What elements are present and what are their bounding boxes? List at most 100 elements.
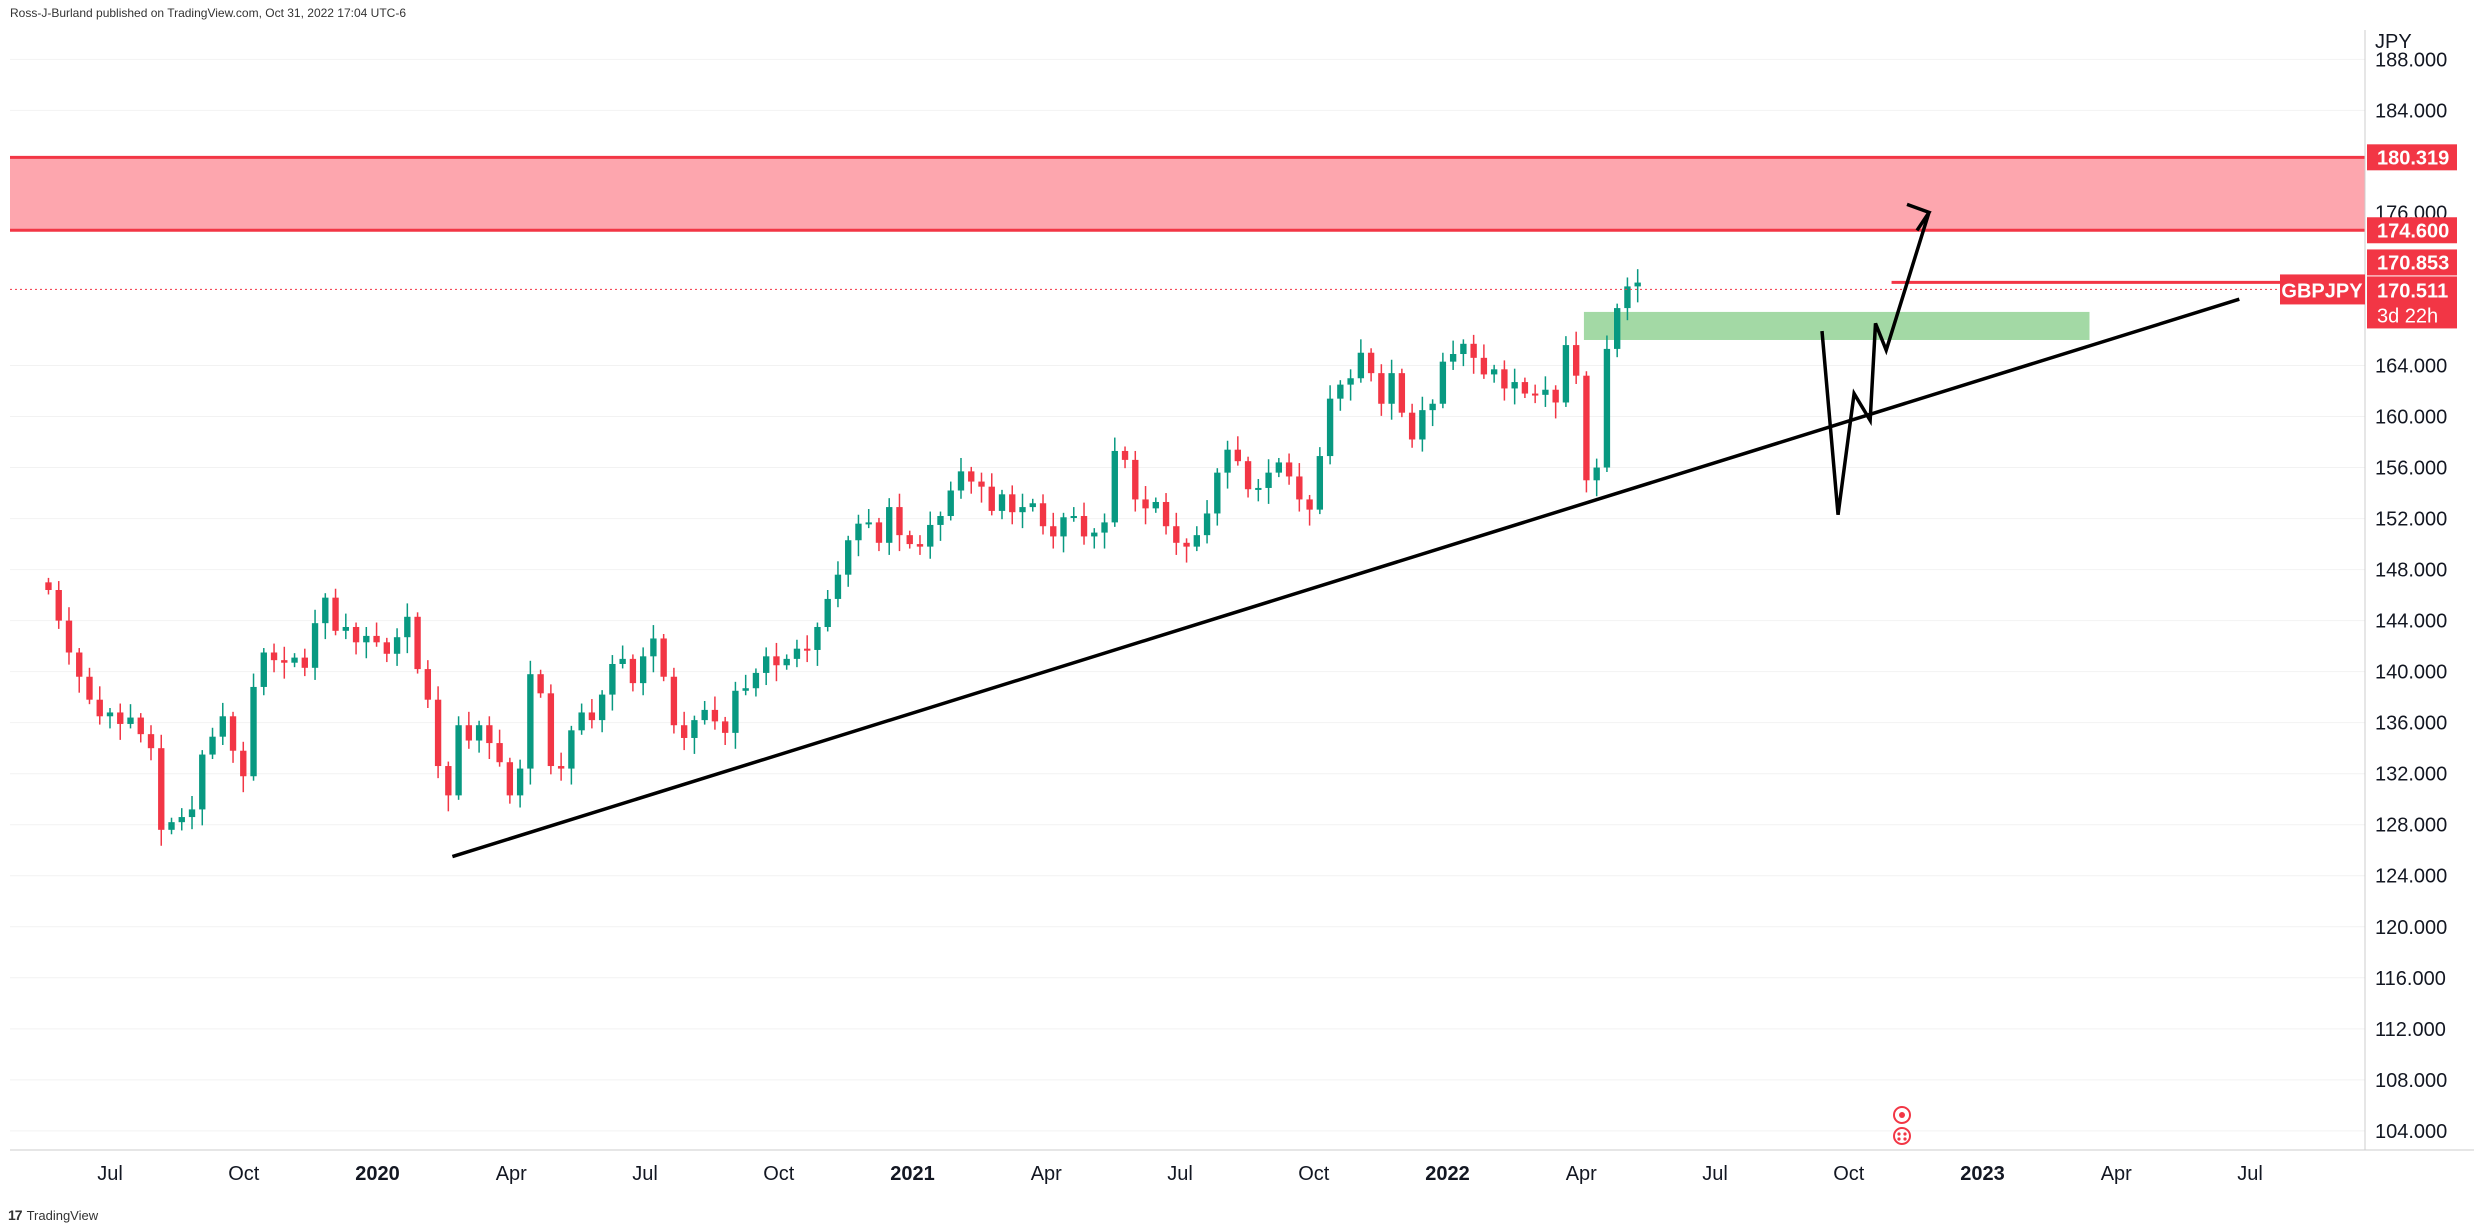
x-tick-label: Oct bbox=[763, 1163, 795, 1185]
candle-body bbox=[496, 743, 503, 763]
candle-body bbox=[178, 817, 185, 823]
candle-body bbox=[660, 638, 667, 677]
candle-body bbox=[1470, 343, 1477, 358]
candle-body bbox=[639, 656, 647, 684]
candle-body bbox=[1572, 345, 1580, 376]
candle-body bbox=[352, 626, 360, 643]
event-marker-dot-a bbox=[1897, 1132, 1901, 1136]
candle-body bbox=[568, 730, 575, 769]
candle-body bbox=[55, 590, 62, 621]
candle-body bbox=[1367, 352, 1375, 374]
event-marker-dot bbox=[1899, 1112, 1905, 1118]
zone-top-badge-bg bbox=[2367, 144, 2457, 171]
event-marker-dot-c bbox=[1897, 1137, 1901, 1141]
y-tick-label: 112.000 bbox=[2375, 1019, 2446, 1041]
candle-body bbox=[732, 690, 739, 733]
candle-body bbox=[834, 574, 842, 599]
candle-body bbox=[1347, 378, 1354, 385]
tradingview-logo-icon: 17 bbox=[8, 1207, 23, 1223]
candle-body bbox=[547, 693, 555, 767]
y-tick-label: 120.000 bbox=[2375, 917, 2447, 939]
y-tick-label: 136.000 bbox=[2375, 713, 2447, 735]
candle-body bbox=[260, 652, 267, 687]
y-tick-label: 188.000 bbox=[2375, 49, 2447, 71]
candle-body bbox=[1224, 449, 1231, 473]
candle-body bbox=[557, 766, 565, 769]
candle-body bbox=[968, 471, 975, 482]
x-tick-label: Apr bbox=[1566, 1163, 1597, 1185]
candle-body bbox=[1408, 412, 1416, 440]
candle-body bbox=[1583, 375, 1590, 481]
candle-body bbox=[814, 626, 821, 650]
y-tick-label: 124.000 bbox=[2375, 866, 2447, 888]
candle-body bbox=[629, 658, 637, 684]
candle-body bbox=[219, 716, 226, 737]
candle-body bbox=[1234, 449, 1241, 462]
price-axis[interactable]: 188.000184.000176.000164.000160.000156.0… bbox=[2375, 49, 2447, 1143]
ticker-badge: GBPJPY bbox=[2281, 280, 2363, 302]
candle-body bbox=[465, 725, 473, 741]
grid-layer bbox=[10, 58, 2365, 1132]
x-tick-label: Jul bbox=[2237, 1163, 2263, 1185]
y-tick-label: 160.000 bbox=[2375, 407, 2447, 429]
candle-body bbox=[1091, 532, 1098, 537]
candle-body bbox=[1142, 499, 1149, 509]
candle-body bbox=[742, 688, 749, 691]
candle-body bbox=[773, 656, 780, 666]
candle-body bbox=[1152, 501, 1159, 509]
x-tick-label: 2021 bbox=[890, 1163, 935, 1185]
time-axis[interactable]: Jul Oct 2020 Apr Jul Oct 2021 Apr Jul Oct 2022 Apr J… bbox=[97, 1163, 2263, 1185]
candle-body bbox=[1316, 456, 1324, 510]
candle-body bbox=[845, 540, 852, 575]
candle-body bbox=[1378, 373, 1385, 404]
candle-body bbox=[147, 734, 155, 749]
level-badge-bg bbox=[2367, 249, 2457, 276]
candle-body bbox=[1080, 516, 1088, 537]
candle-body bbox=[486, 725, 493, 744]
publisher-header: Ross-J-Burland published on TradingView.… bbox=[10, 6, 406, 20]
candle-body bbox=[291, 657, 298, 663]
zone-layer bbox=[10, 155, 2365, 340]
candle-body bbox=[1388, 373, 1395, 404]
candle-body bbox=[957, 471, 965, 491]
candle-body bbox=[1285, 462, 1293, 477]
event-marker-dot-b bbox=[1903, 1132, 1907, 1136]
zone-bottom-badge: 174.600 bbox=[2377, 220, 2449, 242]
event-markers[interactable] bbox=[1893, 1106, 1911, 1145]
candle-body bbox=[701, 709, 708, 721]
y-tick-label: 144.000 bbox=[2375, 611, 2447, 633]
candle-body bbox=[1203, 513, 1211, 536]
candle-body bbox=[240, 750, 247, 777]
candle-body bbox=[650, 638, 657, 657]
candle-body bbox=[281, 660, 288, 663]
x-tick-label: Jul bbox=[1167, 1163, 1193, 1185]
candle-body bbox=[434, 699, 442, 767]
candle-body bbox=[1265, 472, 1272, 488]
ticker-badge-bg bbox=[2280, 274, 2365, 305]
x-tick-label: 2023 bbox=[1960, 1163, 2005, 1185]
candle-body bbox=[1490, 369, 1498, 375]
event-marker-icon-2[interactable] bbox=[1893, 1127, 1911, 1145]
candle-body bbox=[332, 597, 339, 631]
candle-body bbox=[1275, 462, 1283, 473]
candle-body bbox=[1521, 382, 1529, 394]
candle-body bbox=[1501, 369, 1508, 389]
candle-body bbox=[998, 494, 1006, 511]
projection-arrowhead bbox=[1906, 202, 1932, 232]
candle-body bbox=[1255, 487, 1262, 490]
event-marker-icon[interactable] bbox=[1893, 1106, 1911, 1124]
candle-body bbox=[1132, 459, 1139, 500]
y-tick-label: 152.000 bbox=[2375, 509, 2447, 531]
x-tick-label: Oct bbox=[1833, 1163, 1865, 1185]
candle-body bbox=[127, 717, 134, 724]
candle-body bbox=[978, 481, 985, 487]
candle-body bbox=[1593, 467, 1600, 481]
y-tick-label: 104.000 bbox=[2375, 1121, 2447, 1143]
x-tick-label: Apr bbox=[496, 1163, 527, 1185]
candle-body bbox=[896, 507, 903, 536]
candle-body bbox=[393, 637, 401, 654]
candle-body bbox=[609, 663, 616, 695]
candle-body bbox=[865, 522, 872, 525]
candle-body bbox=[721, 721, 729, 733]
